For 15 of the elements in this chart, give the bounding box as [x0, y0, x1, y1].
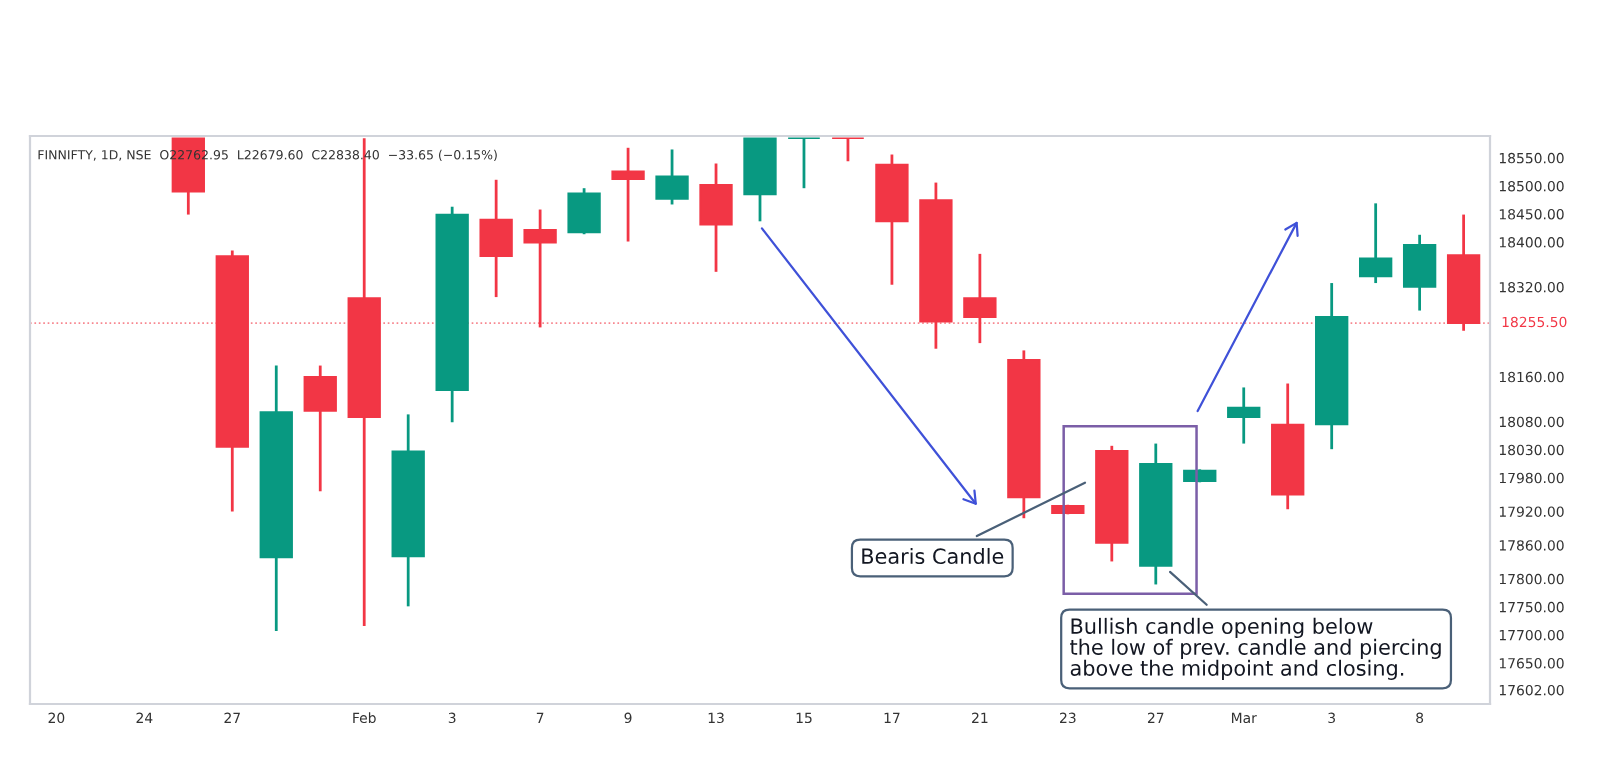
- candlestick: [699, 162, 733, 274]
- candlestick: [303, 364, 337, 493]
- candlestick: [479, 178, 513, 299]
- annotation: Bullish candle opening below the low of prev. candle and piercing above the midpoint and closing.: [1070, 617, 1441, 680]
- candlestick: [831, 136, 865, 163]
- annotation: Bearis Candle: [862, 547, 1004, 565]
- candlestick: [567, 186, 601, 236]
- candlestick: [611, 146, 645, 243]
- candlestick: [1402, 233, 1437, 312]
- candlestick: [523, 208, 557, 329]
- candlestick: [787, 136, 821, 190]
- candlestick: [655, 148, 689, 206]
- candlestick: [1227, 386, 1261, 445]
- candlestick: [1358, 201, 1393, 285]
- candlestick: [963, 252, 997, 345]
